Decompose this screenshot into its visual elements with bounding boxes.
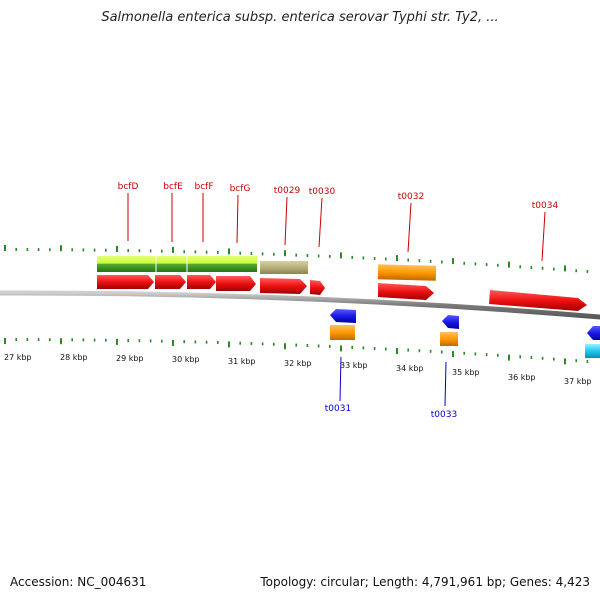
kbp-label: 35 kbp — [452, 368, 480, 377]
kbp-label: 30 kbp — [172, 355, 200, 364]
kbp-label: 27 kbp — [4, 353, 32, 362]
tan-feature[interactable] — [260, 261, 308, 274]
kbp-label: 31 kbp — [228, 357, 256, 366]
bottom-gene-labels: t0031 t0033 — [325, 356, 457, 420]
kbp-scale-labels: 27 kbp 28 kbp 29 kbp 30 kbp 31 kbp 32 kb… — [4, 353, 592, 386]
cds-arrow-bcfF[interactable] — [187, 275, 216, 289]
gene-label-bcfG: bcfG — [230, 184, 251, 194]
kbp-label: 29 kbp — [116, 354, 144, 363]
cyan-feature[interactable] — [585, 344, 600, 358]
cds-arrow-bcfD[interactable] — [97, 275, 154, 289]
gene-label-t0031: t0031 — [325, 404, 351, 414]
cds-arrow-t0032[interactable] — [378, 283, 434, 300]
trna-t0031[interactable] — [330, 325, 355, 340]
gene-label-bcfE: bcfE — [163, 182, 183, 192]
kbp-label: 37 kbp — [564, 377, 592, 386]
gene-label-t0032: t0032 — [398, 192, 424, 202]
kbp-label: 28 kbp — [60, 353, 88, 362]
gene-label-bcfF: bcfF — [194, 182, 213, 192]
genome-backbone — [0, 290, 600, 320]
upper-tick-ruler — [4, 245, 589, 273]
kbp-label: 32 kbp — [284, 359, 312, 368]
kbp-label: 36 kbp — [508, 373, 536, 382]
top-gene-labels: bcfD bcfE bcfF bcfG t0029 t0030 t0032 t0… — [118, 182, 559, 262]
cds-arrow-bcfG[interactable] — [216, 276, 256, 291]
cds-arrow-t0030[interactable] — [310, 280, 325, 295]
operon-bar[interactable] — [97, 256, 257, 272]
trna-t0033[interactable] — [440, 332, 458, 346]
lower-tick-ruler — [4, 338, 589, 365]
trna-upper[interactable] — [377, 264, 437, 281]
cds-arrow-right-edge[interactable] — [587, 326, 600, 340]
kbp-label: 33 kbp — [340, 361, 368, 370]
genome-summary-text: Topology: circular; Length: 4,791,961 bp… — [260, 575, 590, 589]
cds-arrow-t0031[interactable] — [330, 309, 356, 323]
accession-text: Accession: NC_004631 — [10, 575, 147, 589]
cds-arrow-t0034[interactable] — [489, 290, 587, 311]
cds-arrow-t0029[interactable] — [260, 278, 307, 294]
gene-label-t0033: t0033 — [431, 410, 457, 420]
gene-label-t0030: t0030 — [309, 187, 336, 197]
gene-label-t0029: t0029 — [274, 186, 301, 196]
cds-arrow-bcfE[interactable] — [155, 275, 186, 289]
cds-arrow-t0033[interactable] — [442, 315, 459, 329]
gene-label-bcfD: bcfD — [118, 182, 139, 192]
kbp-label: 34 kbp — [396, 364, 424, 373]
gene-label-t0034: t0034 — [532, 201, 559, 211]
genome-title: Salmonella enterica subsp. enterica sero… — [101, 10, 499, 25]
